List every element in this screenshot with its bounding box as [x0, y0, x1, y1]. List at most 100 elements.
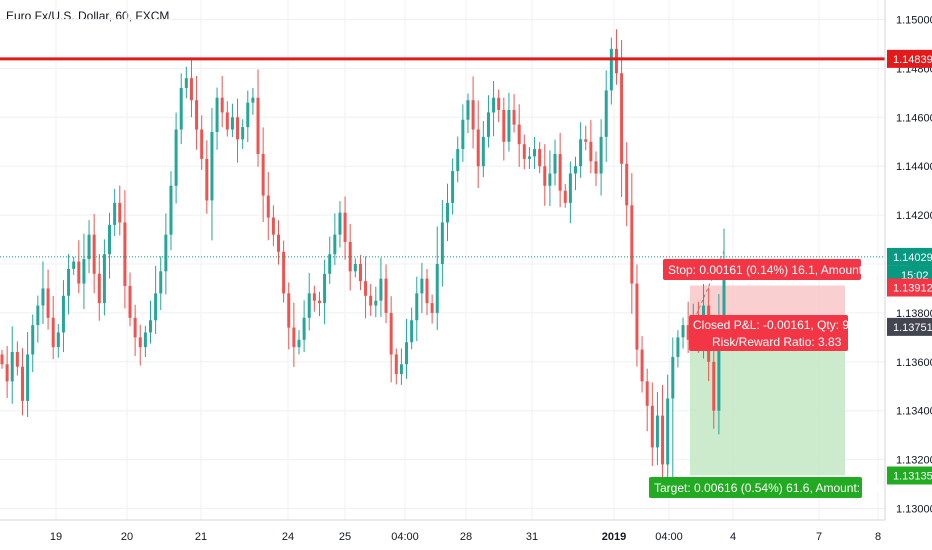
- candle-body: [15, 352, 19, 367]
- candle-body: [67, 268, 71, 296]
- candle-body: [420, 278, 424, 294]
- candle-body: [82, 259, 86, 284]
- candle-body: [630, 205, 634, 284]
- candle-body: [5, 364, 9, 382]
- candle-body: [492, 97, 496, 113]
- candle-body: [200, 129, 204, 159]
- price-axis[interactable]: 1.150001.148001.146001.144001.142001.140…: [896, 15, 932, 516]
- candle-body: [558, 153, 562, 191]
- candle-body: [486, 112, 490, 137]
- candle-body: [574, 166, 578, 174]
- time-axis[interactable]: 19 20 21 24 25 04:00 28 31 2019 04:00 4 7 8: [50, 531, 881, 543]
- candle-body: [20, 366, 24, 401]
- candle-body: [589, 141, 593, 162]
- candle-body: [72, 261, 76, 269]
- candle-body: [461, 119, 465, 150]
- time-tick-label: 28: [460, 531, 472, 543]
- candle-body: [297, 339, 301, 348]
- price-tick-label: 1.13000: [896, 504, 932, 516]
- current-price-label: 1.14029: [893, 252, 932, 264]
- target-price-badge: [887, 466, 932, 485]
- candle-body: [451, 171, 455, 203]
- candle-body: [563, 190, 567, 203]
- stop-price-badge: [887, 278, 932, 297]
- candle-body: [159, 271, 163, 294]
- candle-body: [614, 48, 618, 74]
- resistance-price-label: 1.14839: [893, 54, 932, 66]
- price-tick-label: 1.15000: [896, 15, 932, 27]
- price-tick-label: 1.14200: [896, 210, 932, 222]
- time-tick-label: 4: [730, 531, 736, 543]
- candle-body: [215, 97, 219, 132]
- candle-body: [553, 153, 557, 174]
- candle-body: [405, 342, 409, 365]
- candle-body: [184, 78, 188, 88]
- candle-body: [625, 163, 629, 206]
- price-badges: 1.14839 1.14029 15:02 1.13912 1.13751 1.…: [887, 49, 932, 485]
- candle-body: [10, 352, 14, 382]
- candle-body: [302, 317, 306, 340]
- candle-body: [466, 100, 470, 120]
- candle-body: [236, 117, 240, 140]
- candle-body: [251, 97, 255, 103]
- candle-body: [143, 332, 147, 348]
- candle-body: [440, 222, 444, 264]
- candle-body: [620, 73, 624, 164]
- candle-body: [108, 224, 112, 255]
- candle-body: [51, 317, 55, 348]
- candle-body: [543, 166, 547, 186]
- candle-body: [650, 405, 654, 448]
- candle-body: [220, 97, 224, 113]
- candle-body: [548, 173, 552, 186]
- candle-body: [522, 144, 526, 159]
- candle-body: [61, 295, 65, 333]
- candle-body: [645, 381, 649, 406]
- time-tick-label: 24: [282, 531, 294, 543]
- candle-body: [527, 156, 531, 159]
- candle-body: [517, 124, 521, 145]
- price-tick-label: 1.14600: [896, 112, 932, 124]
- candle-body: [410, 320, 414, 343]
- candle-body: [353, 264, 357, 272]
- candle-body: [717, 317, 721, 411]
- candle-body: [77, 261, 81, 284]
- candle-body: [579, 139, 583, 167]
- candle-body: [399, 364, 403, 375]
- candle-body: [722, 259, 726, 318]
- candle-body: [261, 153, 265, 196]
- candle-body: [277, 234, 281, 252]
- candle-body: [230, 117, 234, 130]
- candle-body: [256, 97, 260, 154]
- time-tick-label: 2019: [602, 531, 626, 543]
- candle-body: [164, 234, 168, 272]
- target-price-label: 1.13135: [893, 470, 932, 482]
- candle-body: [379, 278, 383, 301]
- candle-body: [26, 354, 30, 401]
- pnl-label: Closed P&L: -0.00161, Qty: 9937: [693, 318, 869, 332]
- candle-body: [225, 112, 229, 130]
- candle-body: [0, 354, 4, 365]
- position-labels: Stop: 0.00161 (0.14%) 16.1, Amount: 1584…: [649, 259, 907, 498]
- candle-body: [46, 288, 50, 318]
- candle-body: [655, 415, 659, 448]
- candle-body: [282, 251, 286, 294]
- candle-body: [56, 332, 60, 348]
- candle-body: [497, 97, 501, 110]
- candle-body: [389, 312, 393, 355]
- candle-body: [266, 195, 270, 218]
- candle-body: [179, 87, 183, 130]
- candle-body: [128, 286, 132, 318]
- candle-body: [317, 300, 321, 304]
- candle-body: [348, 241, 352, 272]
- candle-body: [476, 129, 480, 167]
- candle-body: [338, 212, 342, 235]
- stop-price-label: 1.13912: [893, 283, 932, 295]
- risk-reward-label: Risk/Reward Ratio: 3.83: [712, 335, 842, 349]
- candle-body: [312, 293, 316, 301]
- candle-body: [666, 398, 670, 465]
- candle-body: [174, 129, 178, 186]
- candle-body: [364, 281, 368, 296]
- candle-body: [533, 149, 537, 157]
- candle-body: [292, 327, 296, 348]
